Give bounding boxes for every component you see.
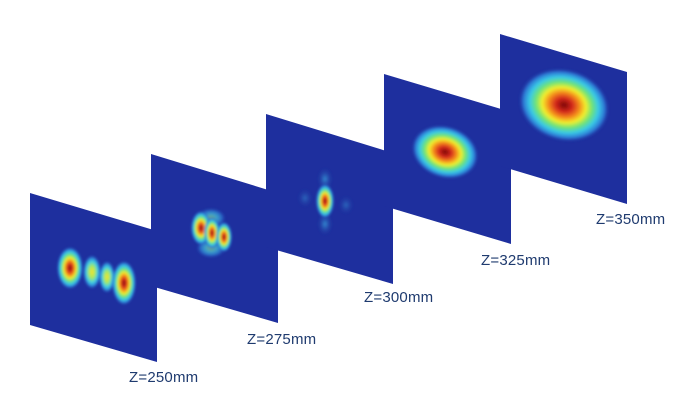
central-spot — [316, 184, 334, 218]
beam-spot — [411, 125, 479, 179]
label-z325: Z=325mm — [481, 252, 551, 269]
lobe — [99, 261, 115, 293]
plane-z250 — [30, 193, 157, 362]
lobe — [57, 247, 83, 289]
label-z250: Z=250mm — [129, 369, 199, 386]
label-z350: Z=350mm — [596, 211, 666, 228]
lobe — [112, 261, 136, 305]
lobe — [204, 217, 220, 249]
label-z275: Z=275mm — [247, 331, 317, 348]
plane-z350 — [500, 34, 627, 204]
beam-spot — [518, 68, 610, 142]
plane-z325 — [384, 74, 511, 244]
label-z300: Z=300mm — [364, 289, 434, 306]
plane-z300 — [266, 114, 393, 284]
lobe — [216, 222, 232, 252]
lobe — [83, 255, 101, 289]
plane-z275 — [151, 154, 278, 323]
